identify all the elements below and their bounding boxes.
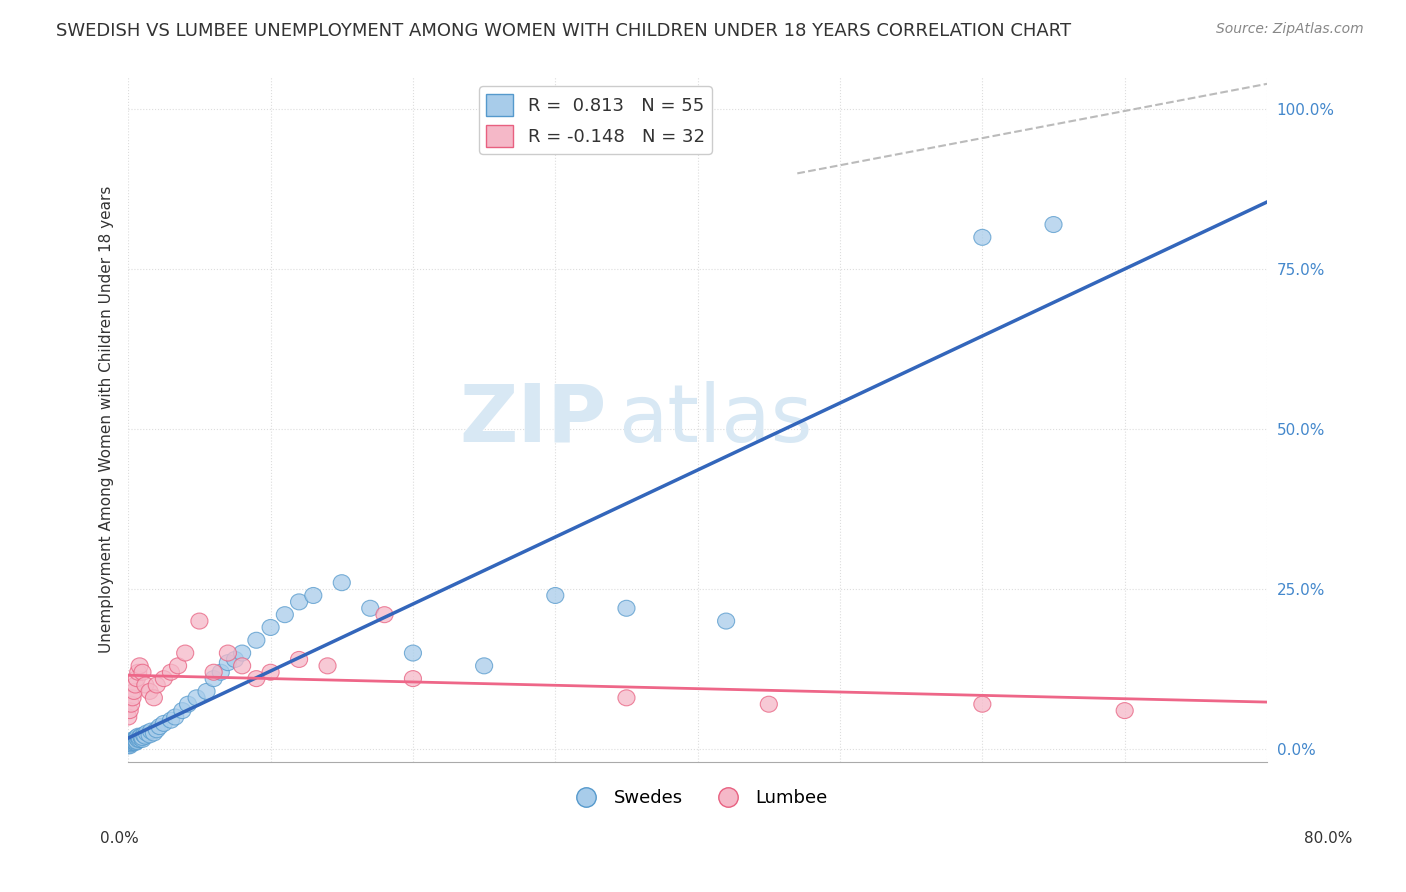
Ellipse shape xyxy=(127,735,143,750)
Ellipse shape xyxy=(125,733,142,749)
Ellipse shape xyxy=(155,715,173,731)
Ellipse shape xyxy=(262,665,280,681)
Ellipse shape xyxy=(247,632,264,648)
Text: Source: ZipAtlas.com: Source: ZipAtlas.com xyxy=(1216,22,1364,37)
Ellipse shape xyxy=(291,594,308,610)
Ellipse shape xyxy=(131,730,148,746)
Ellipse shape xyxy=(170,657,187,673)
Ellipse shape xyxy=(150,719,169,735)
Ellipse shape xyxy=(212,665,229,681)
Ellipse shape xyxy=(405,671,422,687)
Ellipse shape xyxy=(122,697,139,712)
Ellipse shape xyxy=(375,607,394,623)
Ellipse shape xyxy=(124,690,141,706)
Ellipse shape xyxy=(247,671,264,687)
Ellipse shape xyxy=(361,600,378,616)
Ellipse shape xyxy=(277,607,294,623)
Ellipse shape xyxy=(134,730,150,746)
Ellipse shape xyxy=(180,697,197,712)
Ellipse shape xyxy=(475,657,492,673)
Ellipse shape xyxy=(163,665,180,681)
Ellipse shape xyxy=(121,738,138,754)
Ellipse shape xyxy=(226,651,243,667)
Ellipse shape xyxy=(617,600,636,616)
Ellipse shape xyxy=(125,731,142,747)
Ellipse shape xyxy=(136,728,153,744)
Ellipse shape xyxy=(262,619,280,635)
Ellipse shape xyxy=(233,657,250,673)
Legend: Swedes, Lumbee: Swedes, Lumbee xyxy=(561,782,834,814)
Ellipse shape xyxy=(177,645,194,661)
Ellipse shape xyxy=(405,645,422,661)
Ellipse shape xyxy=(145,725,163,741)
Ellipse shape xyxy=(124,735,141,750)
Ellipse shape xyxy=(121,703,138,719)
Ellipse shape xyxy=(124,733,141,749)
Ellipse shape xyxy=(205,671,222,687)
Ellipse shape xyxy=(131,657,148,673)
Ellipse shape xyxy=(761,697,778,712)
Ellipse shape xyxy=(127,731,143,747)
Text: 0.0%: 0.0% xyxy=(100,831,139,846)
Ellipse shape xyxy=(132,728,149,744)
Ellipse shape xyxy=(138,725,155,741)
Ellipse shape xyxy=(219,645,236,661)
Ellipse shape xyxy=(127,733,143,749)
Ellipse shape xyxy=(188,690,205,706)
Ellipse shape xyxy=(129,728,146,744)
Ellipse shape xyxy=(1116,703,1133,719)
Ellipse shape xyxy=(198,683,215,699)
Ellipse shape xyxy=(155,671,173,687)
Ellipse shape xyxy=(141,727,157,743)
Ellipse shape xyxy=(148,722,166,738)
Text: SWEDISH VS LUMBEE UNEMPLOYMENT AMONG WOMEN WITH CHILDREN UNDER 18 YEARS CORRELAT: SWEDISH VS LUMBEE UNEMPLOYMENT AMONG WOM… xyxy=(56,22,1071,40)
Ellipse shape xyxy=(219,655,236,671)
Ellipse shape xyxy=(121,736,138,752)
Ellipse shape xyxy=(141,683,157,699)
Ellipse shape xyxy=(120,738,136,754)
Ellipse shape xyxy=(174,703,191,719)
Ellipse shape xyxy=(191,613,208,629)
Ellipse shape xyxy=(128,733,145,749)
Ellipse shape xyxy=(129,731,146,747)
Y-axis label: Unemployment Among Women with Children Under 18 years: Unemployment Among Women with Children U… xyxy=(100,186,114,653)
Ellipse shape xyxy=(120,709,136,725)
Ellipse shape xyxy=(122,735,139,750)
Ellipse shape xyxy=(134,665,150,681)
Ellipse shape xyxy=(974,229,991,245)
Ellipse shape xyxy=(291,651,308,667)
Ellipse shape xyxy=(205,665,222,681)
Ellipse shape xyxy=(617,690,636,706)
Text: atlas: atlas xyxy=(617,381,813,458)
Ellipse shape xyxy=(974,697,991,712)
Ellipse shape xyxy=(128,730,145,746)
Ellipse shape xyxy=(142,723,159,739)
Ellipse shape xyxy=(233,645,250,661)
Ellipse shape xyxy=(134,731,150,747)
Ellipse shape xyxy=(717,613,735,629)
Ellipse shape xyxy=(122,736,139,752)
Ellipse shape xyxy=(163,712,180,728)
Ellipse shape xyxy=(167,709,184,725)
Ellipse shape xyxy=(333,574,350,591)
Ellipse shape xyxy=(131,731,148,747)
Text: ZIP: ZIP xyxy=(460,381,606,458)
Ellipse shape xyxy=(1045,217,1062,233)
Ellipse shape xyxy=(125,683,142,699)
Ellipse shape xyxy=(148,677,166,693)
Ellipse shape xyxy=(145,690,163,706)
Ellipse shape xyxy=(128,671,145,687)
Ellipse shape xyxy=(319,657,336,673)
Text: 80.0%: 80.0% xyxy=(1305,831,1353,846)
Ellipse shape xyxy=(127,677,143,693)
Ellipse shape xyxy=(135,727,152,743)
Ellipse shape xyxy=(305,588,322,604)
Ellipse shape xyxy=(136,677,153,693)
Ellipse shape xyxy=(129,665,146,681)
Ellipse shape xyxy=(547,588,564,604)
